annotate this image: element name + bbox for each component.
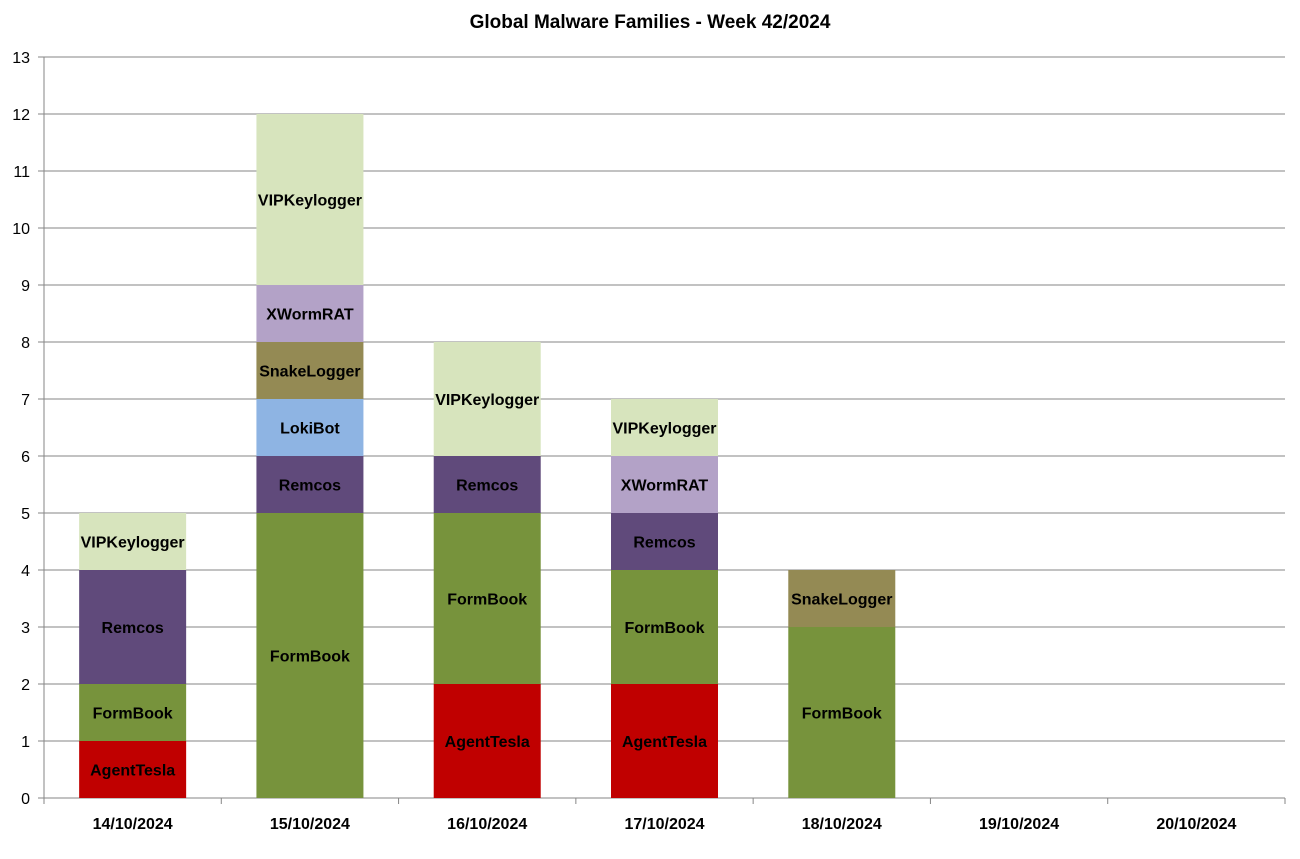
- x-tick-label: 17/10/2024: [624, 816, 704, 833]
- bar-segment: [79, 513, 187, 570]
- bar-segment: [433, 513, 541, 684]
- data-label: VIPKeylogger: [612, 421, 716, 438]
- x-tick-label: 16/10/2024: [447, 816, 527, 833]
- y-tick-label: 1: [21, 734, 30, 751]
- bar-segment: [788, 570, 896, 627]
- data-label: SnakeLogger: [791, 592, 892, 609]
- data-label: FormBook: [802, 706, 882, 723]
- y-tick-label: 2: [21, 677, 30, 694]
- bar-segment: [256, 513, 364, 798]
- y-tick-label: 7: [21, 392, 30, 409]
- x-tick-label: 15/10/2024: [270, 816, 350, 833]
- x-tick-label: 18/10/2024: [802, 816, 882, 833]
- y-tick-label: 12: [12, 107, 30, 124]
- bar-segment: [79, 741, 187, 798]
- data-label: VIPKeylogger: [435, 392, 539, 409]
- data-label: XWormRAT: [266, 307, 354, 324]
- data-label: XWormRAT: [621, 478, 709, 495]
- y-tick-label: 0: [21, 791, 30, 808]
- bar-segment: [256, 399, 364, 456]
- bar-segment: [611, 570, 718, 684]
- data-label: AgentTesla: [622, 734, 707, 751]
- data-label: SnakeLogger: [259, 364, 360, 381]
- y-tick-label: 6: [21, 449, 30, 466]
- data-label: Remcos: [279, 478, 341, 495]
- data-label: LokiBot: [280, 421, 340, 438]
- data-label: Remcos: [633, 535, 695, 552]
- bar-segment: [788, 627, 896, 798]
- bar-segment: [433, 342, 541, 456]
- data-label: FormBook: [625, 620, 705, 637]
- bar-segment: [611, 399, 718, 456]
- data-label: FormBook: [93, 706, 173, 723]
- data-label: FormBook: [447, 592, 527, 609]
- bar-segment: [611, 513, 718, 570]
- data-label: Remcos: [102, 620, 164, 637]
- x-tick-label: 20/10/2024: [1156, 816, 1236, 833]
- bar-segment: [256, 114, 364, 285]
- y-tick-label: 11: [13, 164, 30, 181]
- data-label: VIPKeylogger: [81, 535, 185, 552]
- y-tick-label: 4: [21, 563, 30, 580]
- y-tick-label: 9: [21, 278, 30, 295]
- y-tick-label: 10: [12, 221, 30, 238]
- bar-segment: [79, 684, 187, 741]
- data-label: AgentTesla: [445, 734, 530, 751]
- y-tick-label: 5: [21, 506, 30, 523]
- x-tick-label: 19/10/2024: [979, 816, 1059, 833]
- bar-segment: [256, 342, 364, 399]
- data-label: Remcos: [456, 478, 518, 495]
- y-tick-label: 8: [21, 335, 30, 352]
- y-tick-label: 13: [12, 50, 30, 67]
- bar-segment: [256, 456, 364, 513]
- data-label: AgentTesla: [90, 763, 175, 780]
- data-label: FormBook: [270, 649, 350, 666]
- x-tick-label: 14/10/2024: [93, 816, 173, 833]
- bar-segment: [611, 684, 718, 798]
- chart-title: Global Malware Families - Week 42/2024: [469, 12, 831, 33]
- bar-segment: [433, 684, 541, 798]
- bar-segment: [79, 570, 187, 684]
- y-tick-label: 3: [21, 620, 30, 637]
- bar-segment: [433, 456, 541, 513]
- data-label: VIPKeylogger: [258, 193, 362, 210]
- bar-segment: [611, 456, 718, 513]
- bar-segment: [256, 285, 364, 342]
